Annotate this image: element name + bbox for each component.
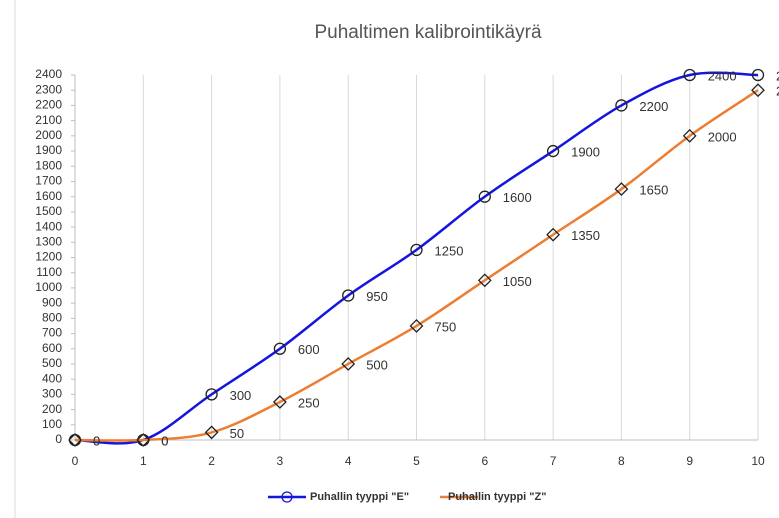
- y-tick-label: 2300: [35, 82, 62, 96]
- data-label: 1900: [571, 144, 600, 159]
- data-label: 2000: [708, 129, 737, 144]
- x-tick-label: 5: [413, 454, 420, 468]
- data-label: 250: [298, 395, 320, 410]
- y-tick-label: 1100: [36, 265, 62, 279]
- data-label: 1600: [503, 190, 532, 205]
- y-tick-label: 1400: [35, 219, 62, 233]
- y-tick-label: 1300: [35, 234, 62, 248]
- data-label: 1250: [435, 243, 464, 258]
- data-label: 0: [93, 433, 100, 448]
- y-tick-label: 1800: [35, 158, 62, 172]
- x-tick-label: 7: [550, 454, 557, 468]
- y-tick-label: 1900: [35, 143, 62, 157]
- marker: [546, 227, 561, 242]
- chart-border: [14, 0, 16, 518]
- data-label: 2200: [639, 99, 668, 114]
- y-tick-label: 2100: [35, 113, 62, 127]
- x-tick-label: 9: [686, 454, 693, 468]
- marker: [205, 388, 218, 401]
- marker: [546, 144, 560, 158]
- data-label: 500: [366, 357, 388, 372]
- marker: [409, 319, 424, 333]
- marker: [615, 99, 628, 112]
- y-tick-label: 1700: [35, 174, 62, 188]
- marker: [136, 433, 151, 447]
- data-label: 2400: [708, 68, 737, 83]
- marker: [477, 273, 492, 288]
- y-tick-label: 1200: [35, 250, 62, 264]
- data-label: 1050: [503, 274, 532, 289]
- x-tick-label: 2: [208, 454, 215, 468]
- y-tick-label: 1600: [35, 189, 62, 203]
- marker: [683, 68, 696, 82]
- data-label: 300: [230, 388, 252, 403]
- x-tick-label: 10: [751, 454, 765, 468]
- legend-label: Puhallin tyyppi "Z": [448, 491, 546, 503]
- y-tick-label: 2000: [35, 128, 62, 142]
- marker: [614, 182, 629, 196]
- y-tick-label: 800: [42, 311, 62, 325]
- y-tick-label: 0: [55, 432, 62, 446]
- data-label: 600: [298, 342, 320, 357]
- x-tick-label: 4: [345, 454, 352, 468]
- y-tick-label: 1500: [35, 204, 62, 218]
- data-label: 1650: [639, 183, 668, 198]
- legend-label: Puhallin tyyppi "E": [310, 491, 409, 503]
- data-label: 2300: [776, 84, 779, 99]
- y-tick-label: 400: [42, 371, 62, 385]
- y-tick-label: 600: [42, 341, 62, 355]
- marker: [273, 342, 287, 355]
- x-tick-label: 3: [277, 454, 284, 468]
- y-tick-label: 700: [42, 326, 62, 340]
- data-label: 0: [161, 433, 168, 448]
- x-tick-label: 8: [618, 454, 625, 468]
- data-label: 750: [435, 319, 457, 334]
- x-tick-label: 1: [140, 454, 147, 468]
- marker: [68, 433, 82, 447]
- series-line: [74, 71, 759, 445]
- y-tick-label: 2400: [35, 67, 62, 81]
- legend-marker: [281, 491, 293, 503]
- x-tick-label: 0: [72, 454, 79, 468]
- y-tick-label: 500: [42, 356, 62, 370]
- data-label: 2400: [776, 68, 779, 83]
- y-tick-label: 200: [42, 402, 62, 416]
- x-tick-label: 6: [481, 454, 488, 468]
- marker: [682, 128, 697, 143]
- data-label: 0: [161, 433, 168, 448]
- marker: [478, 190, 491, 203]
- marker: [204, 425, 219, 440]
- series-line: [74, 89, 759, 442]
- data-label: 1350: [571, 228, 600, 243]
- y-tick-label: 1000: [35, 280, 62, 294]
- data-label: 950: [366, 289, 388, 304]
- y-tick-label: 100: [42, 417, 62, 431]
- marker: [342, 289, 355, 302]
- data-label: 50: [230, 426, 244, 441]
- chart-title: Puhaltimen kalibrointikäyrä: [314, 22, 541, 43]
- y-tick-label: 2200: [35, 98, 62, 112]
- marker: [751, 68, 765, 82]
- marker: [410, 243, 423, 257]
- marker: [272, 395, 287, 409]
- marker: [751, 83, 765, 98]
- y-tick-label: 300: [42, 387, 62, 401]
- marker: [341, 357, 356, 371]
- y-tick-label: 900: [42, 295, 62, 309]
